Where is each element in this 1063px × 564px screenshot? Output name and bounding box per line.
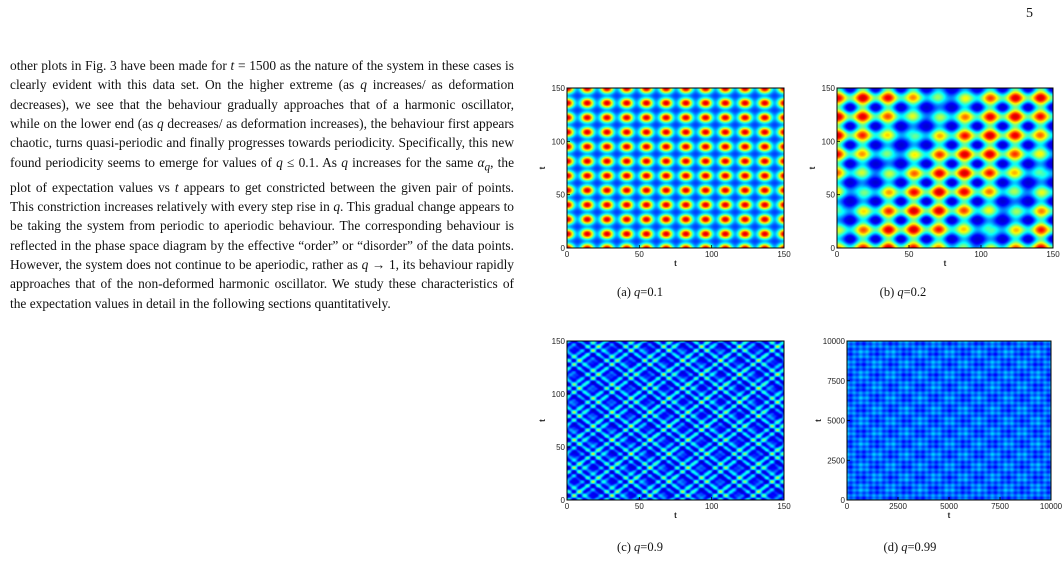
x-tick-label: 100 [974,250,988,259]
math-q: q [360,77,367,93]
heatmap-b [837,88,1053,248]
text-run: → 1, its behaviour rapidly approaches th… [10,257,514,311]
figure-caption-a: (a) q=0.1 [617,285,663,299]
y-tick-label: 100 [822,137,836,146]
x-tick-label: 7500 [991,502,1009,511]
page-number: 5 [1026,6,1033,21]
body-paragraph: other plots in Fig. 3 have been made for… [10,56,514,313]
y-tick-label: 50 [556,443,565,452]
math-alpha: α [477,154,485,170]
x-tick-label: 0 [565,250,570,259]
figure-caption-b: (b) q=0.2 [879,285,927,299]
figure-caption-d: (d) q=0.99 [883,540,937,554]
math-t: t [174,179,179,195]
x-tick-label: 50 [635,502,644,511]
y-tick-label: 7500 [827,377,845,386]
y-tick-label: 0 [561,244,566,253]
y-tick-label: 150 [552,84,566,93]
x-tick-label: 10000 [1040,502,1063,511]
y-tick-label: 5000 [827,417,845,426]
y-tick-label: 100 [552,390,566,399]
x-axis-label: t [944,259,947,268]
figure-caption-c: (c) q=0.9 [617,540,663,554]
x-axis-label: t [674,259,677,268]
text-run: ≤ 0.1. As [282,154,342,170]
x-tick-label: 0 [835,250,840,259]
text-run: increases for the same [347,154,478,170]
y-tick-label: 0 [831,244,836,253]
math-t: t [230,58,235,73]
x-tick-label: 2500 [889,502,907,511]
x-tick-label: 50 [635,250,644,259]
y-axis-label: t [808,166,817,169]
x-tick-label: 150 [1046,250,1060,259]
math-q: q [361,257,369,273]
x-axis-label: t [674,511,677,520]
y-tick-label: 2500 [827,456,845,465]
x-tick-label: 0 [845,502,850,511]
x-tick-label: 150 [777,250,791,259]
y-axis-label: t [538,166,547,169]
text-run: . This gradual change appears to be taki… [10,199,514,273]
heatmap-c [567,341,784,500]
y-tick-label: 0 [561,496,566,505]
y-tick-label: 100 [552,137,566,146]
x-tick-label: 50 [905,250,914,259]
text-run: appears to get constricted between the g… [10,179,514,215]
math-q: q [333,199,341,215]
x-tick-label: 100 [705,502,719,511]
x-tick-label: 0 [565,502,570,511]
y-tick-label: 0 [841,496,846,505]
text-run: other plots in Fig. 3 have been made for [10,58,231,73]
y-tick-label: 50 [556,191,565,200]
text-run: = 1500 as the nature of the system in th… [10,58,514,93]
math-q: q [157,116,164,132]
math-subscript-q: q [484,161,491,174]
text-run: , the plot of expectation values vs [10,154,515,195]
x-tick-label: 5000 [940,502,958,511]
x-tick-label: 150 [777,502,791,511]
y-tick-label: 150 [552,337,566,346]
math-q: q [276,154,283,170]
heatmap-a [567,88,784,248]
y-tick-label: 10000 [823,337,846,346]
y-tick-label: 50 [826,191,835,200]
x-axis-label: t [948,511,951,520]
y-axis-label: t [538,419,547,422]
heatmap-d [847,341,1051,500]
x-tick-label: 100 [705,250,719,259]
text-run: decreases/ as deformation increases), th… [10,116,514,170]
math-q: q [341,154,348,170]
text-run: increases/ as deformation decreases), we… [10,77,515,132]
y-tick-label: 150 [822,84,836,93]
y-axis-label: t [814,419,823,422]
